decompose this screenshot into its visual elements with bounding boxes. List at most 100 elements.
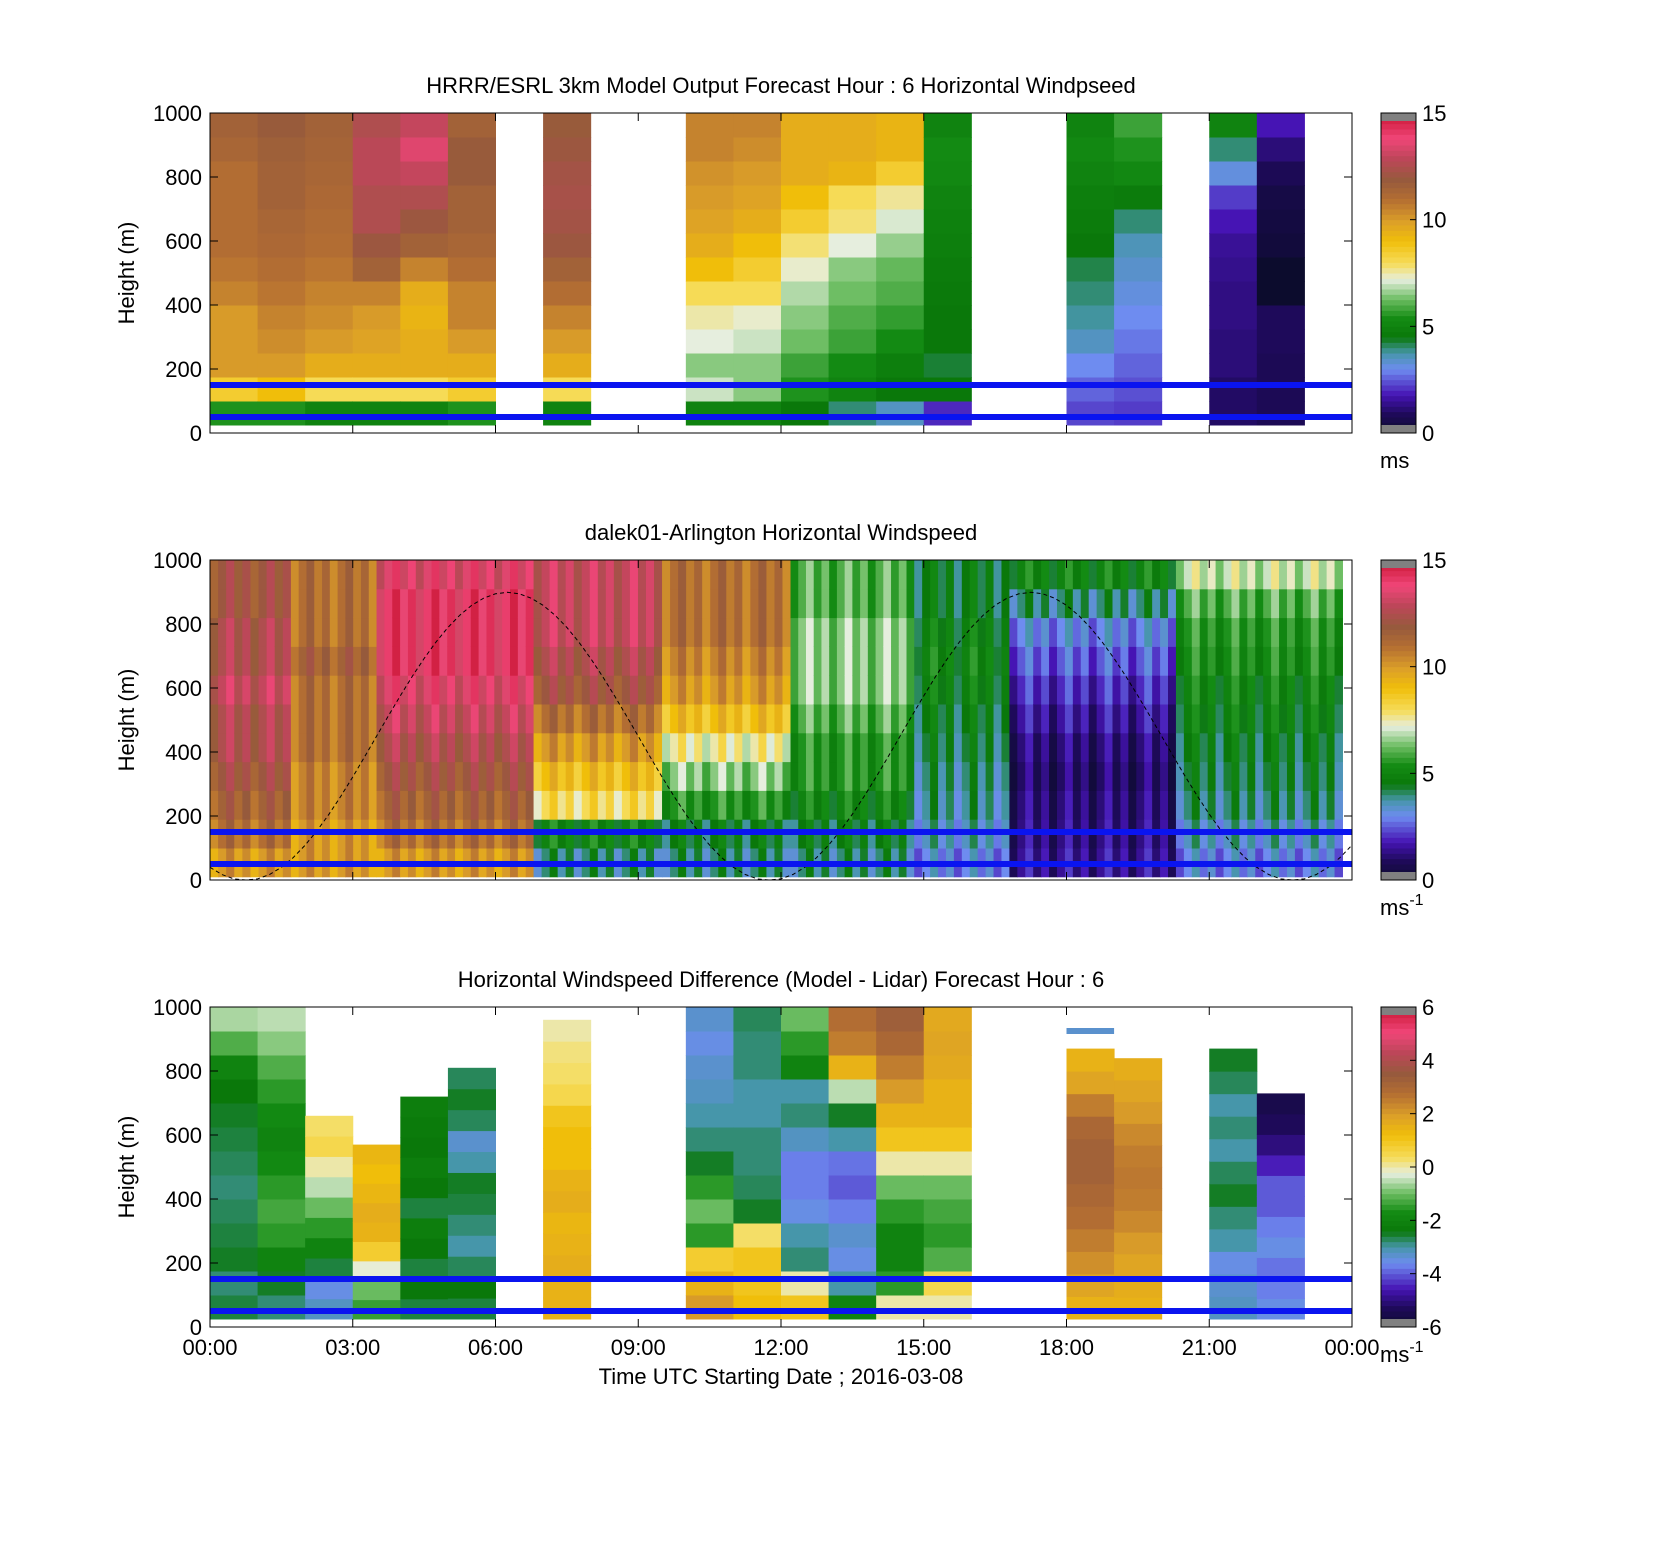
heatmap-cell [525,761,535,791]
heatmap-cell [662,646,671,676]
colorbar-segment [1381,677,1416,684]
heatmap-cell [543,113,592,138]
y-tick-label: 200 [165,1251,202,1276]
heatmap-cell [922,732,931,763]
heatmap-cell [573,732,583,763]
heatmap-cell [733,1295,782,1320]
heatmap-cell [1080,646,1090,676]
heatmap-cell [543,353,592,378]
heatmap-cell [923,305,972,330]
heatmap-cell [1247,675,1256,705]
heatmap-cell [282,761,292,791]
heatmap-cell [923,209,972,234]
colorbar-segment [1381,602,1416,609]
heatmap-cell [969,761,979,791]
heatmap-cell [360,761,370,791]
heatmap-cell [686,761,695,791]
heatmap-cell [798,704,807,734]
colorbar-segment [1381,139,1416,146]
x-tick-label: 09:00 [611,1335,666,1360]
heatmap-cell [906,675,915,705]
heatmap-cell [670,646,679,676]
heatmap-cell [597,646,607,676]
heatmap-cell [1088,761,1098,791]
heatmap-cell [844,790,853,820]
heatmap-cell [1001,790,1010,820]
heatmap-cell [1056,790,1066,820]
heatmap-cell [914,646,923,676]
heatmap-cell [1120,588,1129,619]
heatmap-cell [210,646,219,676]
heatmap-cell [1255,588,1264,619]
heatmap-cell [1256,233,1305,258]
colorbar-segment [1381,294,1416,301]
heatmap-cell [836,761,846,791]
heatmap-cells [210,1007,1305,1320]
heatmap-cell [876,113,925,138]
heatmap-cell [597,675,607,705]
heatmap-cell [782,790,792,820]
heatmap-cell [621,732,631,763]
heatmap-cell [1160,790,1169,820]
heatmap-cell [462,588,472,619]
heatmap-cell [923,1199,972,1224]
heatmap-cell [447,560,456,590]
heatmap-cell [1310,675,1320,705]
heatmap-cell [589,588,599,619]
heatmap-cell [447,588,456,619]
colorbar-segment [1381,1065,1416,1072]
heatmap-cell [1066,1093,1115,1117]
heatmap-cell [1175,646,1185,676]
heatmap-cell [906,761,915,791]
heatmap-cell [589,732,599,763]
heatmap-cell [828,113,877,138]
colorbar-segment [1381,848,1416,854]
heatmap-cell [1033,617,1042,647]
y-tick-label: 0 [190,1315,202,1340]
heatmap-cell [1310,704,1320,734]
heatmap-cell [781,1271,830,1296]
heatmap-cell [923,1103,972,1128]
heatmap-cell [781,185,830,210]
heatmap-cell [1302,617,1312,647]
heatmap-cell [813,732,822,763]
heatmap-cell [733,1007,782,1032]
heatmap-cell [1056,675,1066,705]
heatmap-cell [1066,281,1115,306]
heatmap-cell [1255,704,1264,734]
colorbar-segment [1381,778,1416,785]
heatmap-cell [613,790,623,820]
heatmap-cell [1294,646,1304,676]
heatmap-cell [1279,704,1288,734]
colorbar-segment [1381,390,1416,397]
heatmap-cell [543,1190,592,1213]
colorbar-segment [1381,145,1416,151]
colorbar-segment [1381,853,1416,860]
colorbar-segment [1381,411,1416,418]
heatmap-cell [733,401,782,426]
heatmap-cell [605,790,615,820]
heatmap-cell [1286,790,1296,820]
heatmap-cell [710,646,719,676]
heatmap-cell [257,1127,306,1152]
colorbar-segment [1381,842,1416,849]
heatmap-cell [1207,617,1217,647]
heatmap-cell [226,588,235,619]
x-tick-label: 12:00 [753,1335,808,1360]
heatmap-cell [876,1079,925,1104]
heatmap-cell [891,790,900,820]
heatmap-cell [257,401,306,426]
colorbar-segment [1381,1113,1416,1120]
heatmap-cell [1263,761,1272,791]
heatmap-cell [702,761,711,791]
heatmap-cell [821,646,830,676]
heatmap-cell [782,732,792,763]
heatmap-cell [384,732,393,763]
colorbar-segment [1381,832,1416,838]
colorbar-segment [1381,816,1416,822]
heatmap-cell [1136,646,1145,676]
heatmap-cell [685,353,734,378]
heatmap-cell [742,761,751,791]
heatmap-cell [431,732,440,763]
